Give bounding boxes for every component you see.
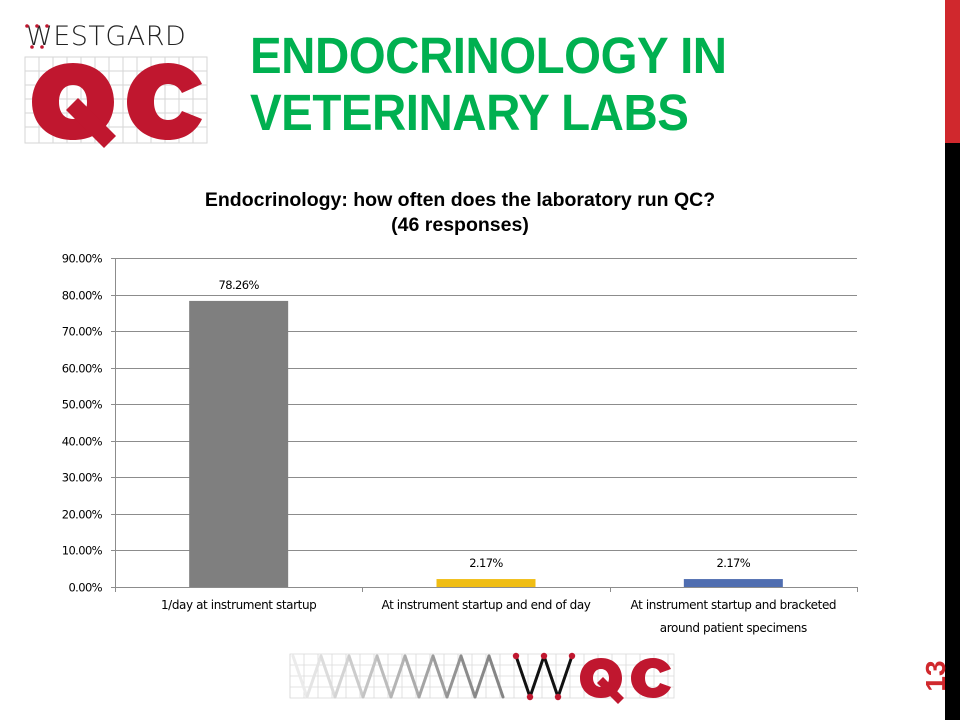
- logo-wordmark: WESTGARD: [26, 21, 187, 52]
- chart-title: Endocrinology: how often does the labora…: [110, 188, 810, 238]
- y-tick-label: 20.00%: [62, 508, 103, 522]
- x-category-label: At instrument startup and bracketed: [631, 598, 837, 612]
- y-tick-label: 10.00%: [62, 544, 103, 558]
- data-label: 78.26%: [219, 278, 260, 292]
- logo-qc-graphic: [24, 24, 208, 148]
- chart-subtitle: (46 responses): [391, 214, 529, 236]
- bar-1: [189, 300, 289, 587]
- slide-title-line-2: VETERINARY LABS: [250, 84, 689, 141]
- bar-3: [683, 579, 783, 587]
- page-number: 13: [920, 660, 951, 692]
- y-tick-label: 70.00%: [62, 325, 103, 339]
- westgard-qc-logo: WESTGARD: [20, 18, 215, 148]
- y-tick-label: 90.00%: [62, 252, 103, 266]
- y-tick-label: 60.00%: [62, 362, 103, 376]
- side-accent-bar-black: [945, 143, 960, 720]
- bar-chart: 0.00% 10.00% 20.00% 30.00% 40.00% 50.00% 60.00…: [0, 240, 900, 640]
- data-label: 2.17%: [469, 556, 503, 570]
- y-tick-label: 40.00%: [62, 435, 103, 449]
- chart-title-main: Endocrinology: how often does the labora…: [204, 189, 716, 211]
- slide-title: ENDOCRINOLOGY IN VETERINARY LABS: [250, 27, 882, 141]
- x-category-label: around patient specimens: [660, 621, 807, 635]
- bar-2: [436, 579, 536, 587]
- bar-chart-plot: 0.00% 10.00% 20.00% 30.00% 40.00% 50.00% 60.00…: [62, 252, 858, 635]
- y-tick-label: 30.00%: [62, 471, 103, 485]
- westgard-wqc-logo: [288, 650, 678, 704]
- data-label: 2.17%: [717, 556, 751, 570]
- slide-title-line-1: ENDOCRINOLOGY IN: [250, 27, 727, 84]
- y-tick-label: 50.00%: [62, 398, 103, 412]
- y-tick-label: 80.00%: [62, 289, 103, 303]
- x-category-label: At instrument startup and end of day: [381, 598, 590, 612]
- wqc-logo-graphic: [289, 652, 675, 704]
- x-category-label: 1/day at instrument startup: [161, 598, 316, 612]
- side-accent-bar-red: [945, 0, 960, 143]
- y-tick-label: 0.00%: [68, 581, 102, 595]
